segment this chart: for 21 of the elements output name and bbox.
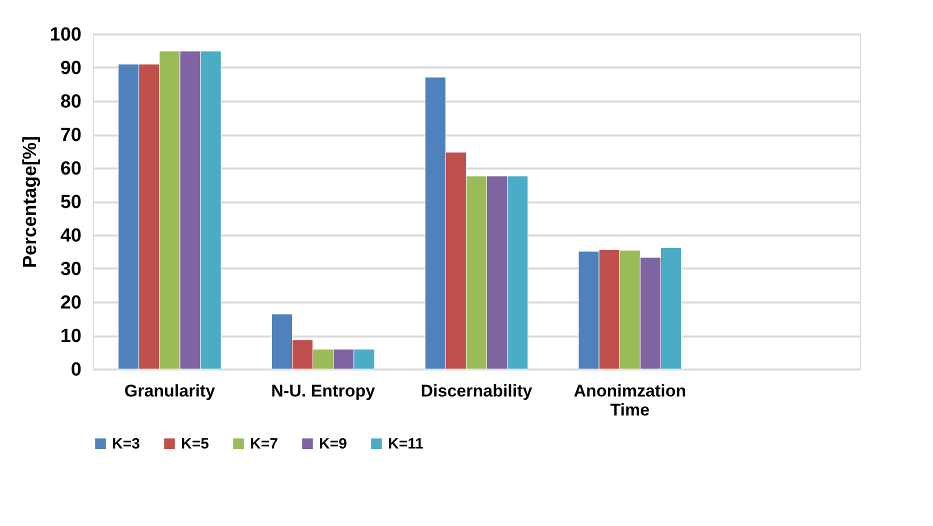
y-tick-label: 70 bbox=[60, 125, 82, 146]
x-tick-label: Anonimzation Time bbox=[574, 382, 686, 420]
y-tick-label: 0 bbox=[70, 360, 82, 380]
x-tick-label: Granularity bbox=[124, 382, 216, 400]
y-tick-label: 90 bbox=[60, 58, 82, 79]
legend-label: K=11 bbox=[388, 436, 424, 453]
y-axis-title: Percentage[%] bbox=[20, 136, 41, 268]
y-tick-label: 80 bbox=[60, 92, 82, 112]
x-tick-label: N-U. Entropy bbox=[271, 382, 376, 400]
y-tick-label: 30 bbox=[60, 259, 82, 280]
legend-label: K=5 bbox=[181, 436, 209, 453]
y-tick-label: 60 bbox=[60, 158, 82, 180]
y-tick-label: 20 bbox=[60, 292, 82, 314]
y-tick-label: 10 bbox=[60, 326, 82, 347]
y-tick-label: 40 bbox=[60, 226, 82, 246]
legend-label: K=3 bbox=[112, 436, 140, 453]
legend-label: K=7 bbox=[250, 436, 278, 453]
y-tick-label: 100 bbox=[50, 24, 82, 46]
x-tick-label: Discernability bbox=[420, 382, 533, 400]
legend-label: K=9 bbox=[319, 436, 347, 453]
y-tick-label: 50 bbox=[60, 192, 82, 213]
